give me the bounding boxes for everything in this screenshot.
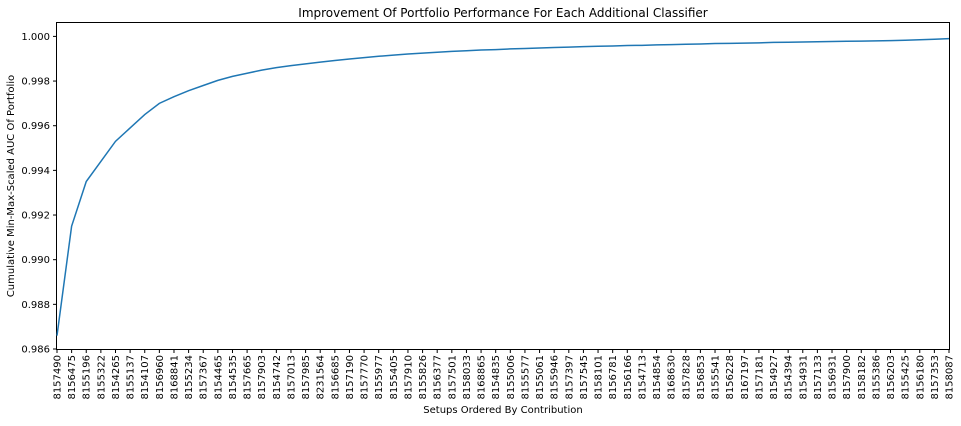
x-tick-label: 8168630 <box>667 355 678 400</box>
x-tick-label: 8156475 <box>67 355 78 400</box>
x-tick-label: 8157903 <box>257 355 268 400</box>
x-tick-label: 8156685 <box>330 355 341 400</box>
x-tick-label: 8157181 <box>754 355 765 400</box>
y-tick-label: 0.996 <box>21 121 50 132</box>
x-tick-label: 8155322 <box>96 355 107 400</box>
x-axis: 8157490 8156475 8155196 8155322 8154265 81551… <box>53 349 956 400</box>
x-tick-label: 8155137 <box>126 355 137 400</box>
x-tick-label: 8155196 <box>82 355 93 400</box>
x-tick-label: 8157985 <box>301 355 312 400</box>
x-tick-label: 8154265 <box>111 355 122 400</box>
x-tick-label: 8157353 <box>930 355 941 400</box>
x-tick-label: 8157367 <box>199 355 210 400</box>
x-tick-label: 8155386 <box>871 355 882 400</box>
y-tick-label: 0.988 <box>21 300 50 311</box>
x-tick-label: 8156166 <box>623 355 634 400</box>
x-tick-label: 8157900 <box>842 355 853 400</box>
y-tick-label: 0.992 <box>21 211 50 222</box>
x-tick-label: 8157910 <box>403 355 414 400</box>
y-tick-label: 1.000 <box>21 32 50 43</box>
x-tick-label: 8155405 <box>389 355 400 400</box>
x-tick-label: 8167197 <box>740 355 751 400</box>
y-tick-label: 0.994 <box>21 166 50 177</box>
x-tick-label: 8154931 <box>798 355 809 400</box>
x-tick-label: 8158033 <box>462 355 473 400</box>
plot-area <box>56 22 950 350</box>
x-tick-label: 8154854 <box>652 355 663 400</box>
x-axis-title: Setups Ordered By Contribution <box>423 405 582 416</box>
x-tick-label: 8157013 <box>286 355 297 400</box>
x-tick-label: 8157490 <box>53 355 64 400</box>
x-tick-label: 8155946 <box>550 355 561 400</box>
x-tick-label: 8155826 <box>418 355 429 400</box>
x-tick-label: 8156228 <box>725 355 736 400</box>
x-tick-label: 8157397 <box>564 355 575 400</box>
y-axis-title: Cumulative Min-Max-Scaled AUC Of Portfol… <box>6 75 17 297</box>
x-tick-label: 8156781 <box>608 355 619 400</box>
x-tick-label: 8158101 <box>594 355 605 400</box>
chart-title: Improvement Of Portfolio Performance For… <box>298 6 707 20</box>
x-tick-label: 8156203 <box>886 355 897 400</box>
x-tick-label: 8231564 <box>316 355 327 400</box>
x-tick-label: 8155234 <box>184 355 195 400</box>
x-tick-label: 8154107 <box>140 355 151 400</box>
y-axis: 0.986 0.988 0.990 0.992 0.994 0.996 0.998 1.000 <box>21 32 57 356</box>
x-tick-label: 8156853 <box>696 355 707 400</box>
x-tick-label: 8157133 <box>813 355 824 400</box>
y-tick-label: 0.990 <box>21 255 50 266</box>
x-tick-label: 8168841 <box>169 355 180 400</box>
x-tick-label: 8154465 <box>213 355 224 400</box>
x-tick-label: 8157501 <box>447 355 458 400</box>
x-tick-label: 8155425 <box>901 355 912 400</box>
x-tick-label: 8154835 <box>491 355 502 400</box>
x-tick-label: 8156377 <box>433 355 444 400</box>
x-tick-label: 8158087 <box>945 355 956 400</box>
x-tick-label: 8154742 <box>272 355 283 400</box>
x-tick-label: 8155061 <box>535 355 546 400</box>
x-tick-label: 8155977 <box>374 355 385 400</box>
x-tick-label: 8157190 <box>345 355 356 400</box>
y-tick-label: 0.998 <box>21 77 50 88</box>
x-tick-label: 8157665 <box>243 355 254 400</box>
series-line <box>56 37 950 336</box>
x-tick-label: 8156960 <box>155 355 166 400</box>
x-tick-label: 8155541 <box>711 355 722 400</box>
x-tick-label: 8156931 <box>828 355 839 400</box>
x-tick-label: 8157545 <box>579 355 590 400</box>
x-tick-label: 8154394 <box>784 355 795 400</box>
x-tick-label: 8168865 <box>477 355 488 400</box>
x-tick-label: 8154927 <box>769 355 780 400</box>
x-tick-label: 8154535 <box>228 355 239 400</box>
y-tick-label: 0.986 <box>21 345 50 356</box>
x-tick-label: 8156180 <box>915 355 926 400</box>
x-tick-label: 8157770 <box>360 355 371 400</box>
x-tick-label: 8154713 <box>637 355 648 400</box>
x-tick-label: 8157828 <box>681 355 692 400</box>
x-tick-label: 8158182 <box>857 355 868 400</box>
x-tick-label: 8155006 <box>506 355 517 400</box>
x-tick-label: 8155577 <box>520 355 531 400</box>
